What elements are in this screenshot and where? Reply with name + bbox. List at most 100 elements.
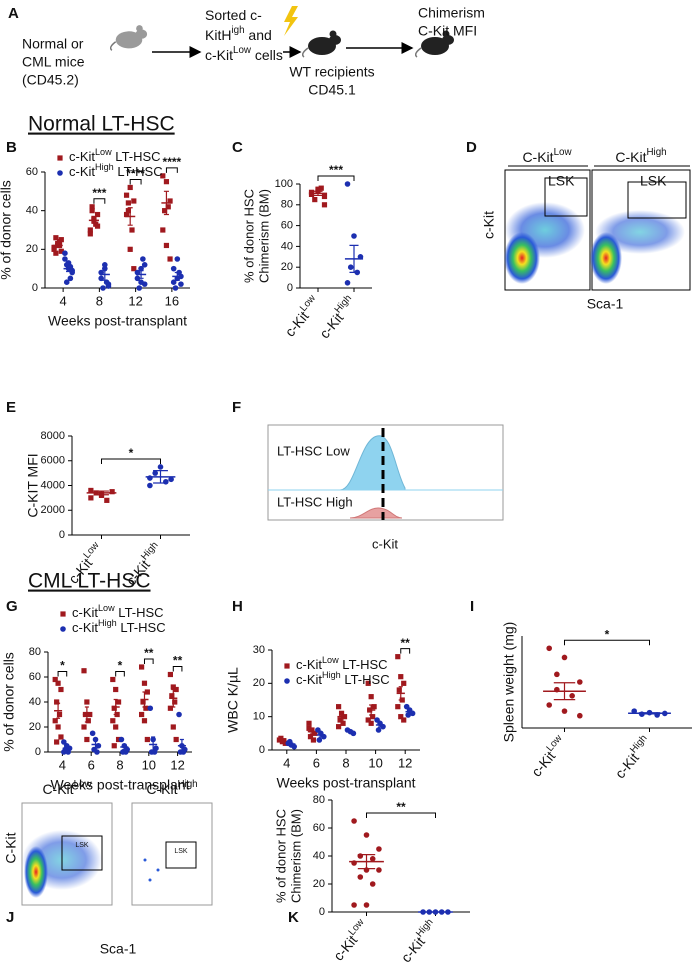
data-point xyxy=(318,185,324,191)
significance-label: ** xyxy=(396,800,406,814)
data-point xyxy=(401,680,407,686)
error-bar xyxy=(377,722,383,728)
data-point xyxy=(94,223,101,229)
error-bar xyxy=(91,216,97,224)
data-point xyxy=(84,699,90,705)
data-point xyxy=(111,705,117,711)
data-point xyxy=(321,193,328,200)
data-point xyxy=(172,285,179,291)
y-tick-label: 30 xyxy=(253,644,265,656)
flow-header: C-KitLow xyxy=(522,147,572,165)
data-point xyxy=(167,671,173,678)
y-axis-label: % of donor HSC xyxy=(273,809,288,903)
data-point xyxy=(147,482,153,489)
data-point xyxy=(306,720,312,726)
significance-bracket xyxy=(93,198,106,204)
data-point xyxy=(577,712,583,719)
axis-label: c-Kit xyxy=(481,211,497,239)
y-tick-label: 80 xyxy=(281,199,293,211)
error-bar xyxy=(318,732,323,738)
panel-letter: D xyxy=(466,139,477,156)
data-point xyxy=(167,256,173,262)
error-bar xyxy=(638,712,661,715)
data-point xyxy=(316,737,323,743)
significance-bracket xyxy=(564,639,650,646)
data-point xyxy=(351,818,357,824)
y-tick-label: 40 xyxy=(313,850,325,862)
data-point xyxy=(81,668,87,674)
data-point xyxy=(115,736,122,743)
data-point xyxy=(143,705,149,711)
data-point xyxy=(53,235,59,241)
x-axis-label: Weeks post-transplant xyxy=(48,313,187,329)
diagram-text: Sorted c- xyxy=(205,7,262,23)
axis-label: Sca-1 xyxy=(587,296,624,312)
significance-label: * xyxy=(129,446,134,460)
data-point xyxy=(129,227,135,233)
x-tick-label: 12 xyxy=(398,755,412,770)
data-point xyxy=(376,846,382,852)
x-tick-label: c-KitLow xyxy=(527,732,571,779)
significance-label: * xyxy=(605,627,610,641)
data-point xyxy=(178,281,184,287)
data-point xyxy=(55,680,61,686)
data-point xyxy=(363,902,370,908)
x-tick-label: 4 xyxy=(59,757,66,772)
density xyxy=(156,868,160,872)
data-point xyxy=(371,704,377,710)
data-point xyxy=(63,279,70,286)
data-point xyxy=(396,687,402,693)
error-bar xyxy=(84,706,89,723)
significance-label: *** xyxy=(92,186,106,200)
error-bar xyxy=(280,739,285,743)
error-bar xyxy=(163,190,169,216)
plot-frame xyxy=(131,802,213,906)
data-point xyxy=(94,749,100,755)
x-tick-label: c-KitHigh xyxy=(315,293,359,341)
diagram-text: Normal or xyxy=(22,36,84,52)
data-point xyxy=(344,181,351,187)
data-point xyxy=(174,256,181,262)
legend-marker xyxy=(57,170,63,176)
data-point xyxy=(365,680,371,686)
panel-letter: B xyxy=(6,139,17,156)
data-point xyxy=(307,734,314,740)
error-bar xyxy=(407,709,412,714)
data-point xyxy=(278,735,284,741)
legend-label: c-KitHigh LT-HSC xyxy=(69,162,163,179)
y-tick-label: 20 xyxy=(281,261,293,273)
error-bar xyxy=(127,207,133,226)
data-point xyxy=(168,476,174,483)
y-tick-label: 40 xyxy=(281,240,293,252)
data-point xyxy=(169,693,175,699)
data-point xyxy=(310,737,317,743)
panel-letter: E xyxy=(6,399,16,416)
gate-label: LSK xyxy=(75,842,89,849)
data-point xyxy=(368,720,374,726)
data-point xyxy=(109,489,115,495)
significance-label: ** xyxy=(173,654,183,668)
significance-bracket xyxy=(101,458,161,464)
data-point xyxy=(157,464,164,470)
error-bar xyxy=(171,688,176,708)
gate xyxy=(61,835,103,871)
data-point xyxy=(162,208,168,214)
y-tick-label: 8000 xyxy=(41,430,65,442)
data-point xyxy=(52,718,58,724)
panel-letter: I xyxy=(470,598,474,615)
x-tick-label: 10 xyxy=(142,757,156,772)
data-point xyxy=(340,720,346,726)
y-tick-label: 0 xyxy=(287,282,293,294)
histogram-curve xyxy=(349,507,403,519)
data-point xyxy=(62,256,68,262)
data-point xyxy=(561,708,568,714)
significance-bracket xyxy=(115,671,125,677)
y-axis-label: % of donor HSC xyxy=(241,189,256,283)
data-point xyxy=(81,724,87,730)
error-bar xyxy=(102,268,108,281)
data-point xyxy=(368,694,374,700)
data-point xyxy=(131,198,137,204)
data-point xyxy=(87,231,93,237)
section-title: CML LT-HSC xyxy=(28,570,151,593)
y-tick-label: 0 xyxy=(259,744,265,756)
